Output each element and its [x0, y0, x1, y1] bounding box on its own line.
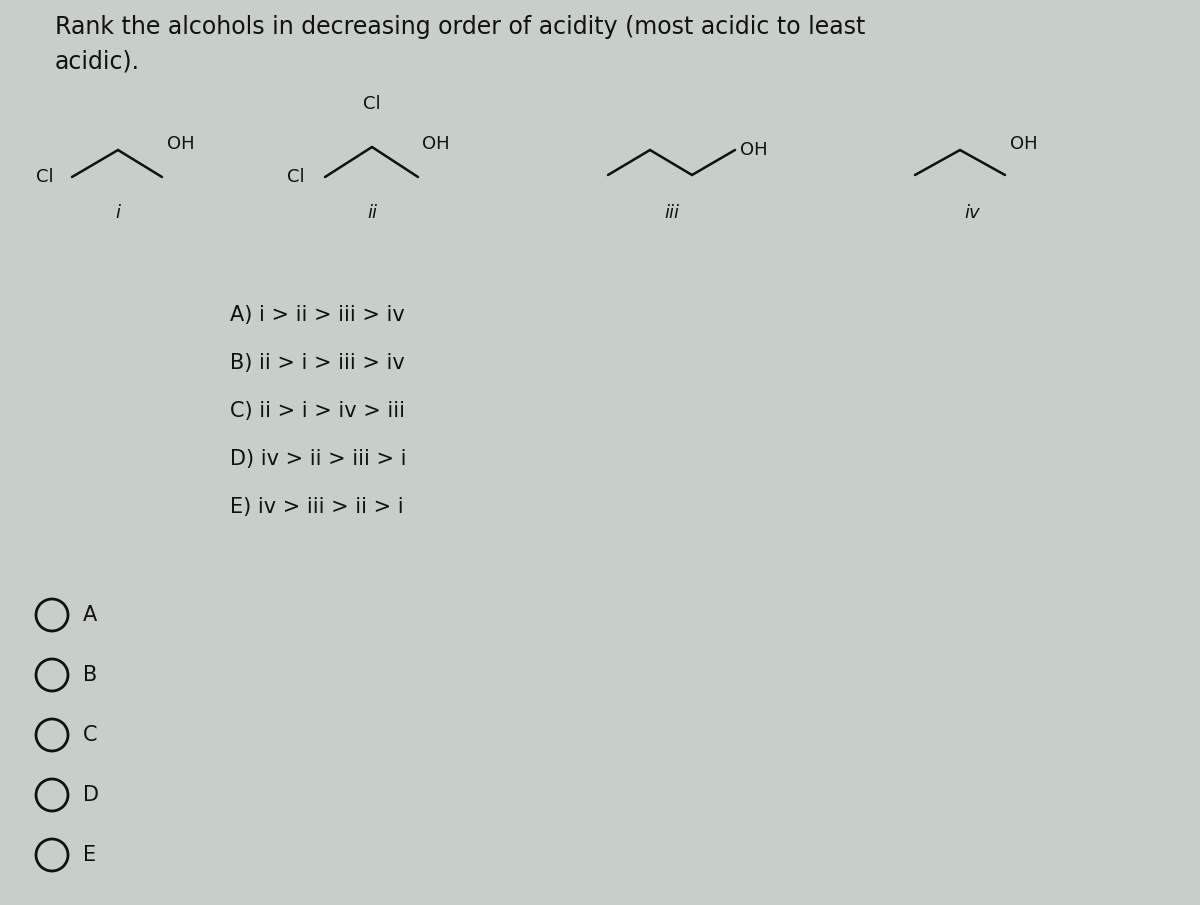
Text: A: A [83, 605, 97, 625]
Text: E) iv > iii > ii > i: E) iv > iii > ii > i [230, 497, 403, 517]
Text: OH: OH [167, 135, 194, 153]
Text: D: D [83, 785, 98, 805]
Text: acidic).: acidic). [55, 50, 140, 74]
Text: iv: iv [964, 204, 980, 222]
Text: Cl: Cl [364, 95, 380, 113]
Text: B: B [83, 665, 97, 685]
Text: E: E [83, 845, 96, 865]
Text: C) ii > i > iv > iii: C) ii > i > iv > iii [230, 401, 406, 421]
Text: OH: OH [740, 141, 768, 159]
Text: i: i [115, 204, 120, 222]
Text: D) iv > ii > iii > i: D) iv > ii > iii > i [230, 449, 407, 469]
Text: Cl: Cl [287, 168, 305, 186]
Text: Cl: Cl [36, 168, 54, 186]
Text: A) i > ii > iii > iv: A) i > ii > iii > iv [230, 305, 404, 325]
Text: B) ii > i > iii > iv: B) ii > i > iii > iv [230, 353, 404, 373]
Text: iii: iii [665, 204, 679, 222]
Text: Rank the alcohols in decreasing order of acidity (most acidic to least: Rank the alcohols in decreasing order of… [55, 15, 865, 39]
Text: OH: OH [422, 135, 450, 153]
Text: OH: OH [1010, 135, 1038, 153]
Text: C: C [83, 725, 97, 745]
Text: ii: ii [367, 204, 377, 222]
